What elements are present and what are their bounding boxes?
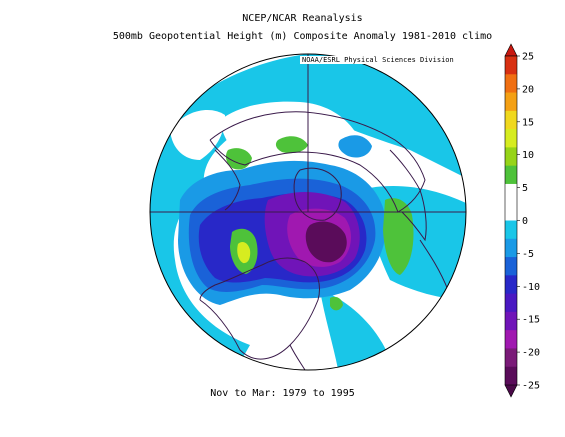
anomaly-neutral-north	[220, 101, 360, 160]
map-border	[149, 53, 467, 371]
coast-greenland	[293, 167, 342, 221]
anomaly-green-south	[330, 296, 343, 311]
anomaly-yellow-west	[237, 242, 251, 264]
coast-africa	[419, 239, 449, 291]
anomaly-dark-core	[305, 221, 347, 263]
figure-title: NCEP/NCAR Reanalysis	[242, 13, 363, 24]
coast-europe	[389, 149, 427, 242]
coast-eurasia	[209, 111, 426, 213]
credit-label: NOAA/ESRL Physical Sciences Division	[300, 56, 456, 64]
figure-subtitle: 500mb Geopotential Height (m) Composite …	[112, 31, 493, 42]
coast-central-america	[289, 344, 306, 370]
anomaly-green-northwest	[225, 148, 252, 170]
anomaly-blue-northeast	[338, 135, 372, 158]
anomaly-neutral-west	[170, 110, 225, 160]
anomaly-green-north	[275, 136, 308, 154]
time-range-label: Nov to Mar: 1979 to 1995	[210, 388, 355, 399]
anomaly-green-east	[383, 198, 414, 275]
coast-east-asia	[214, 149, 241, 211]
coastlines	[199, 111, 449, 370]
coast-north-america	[199, 257, 320, 360]
